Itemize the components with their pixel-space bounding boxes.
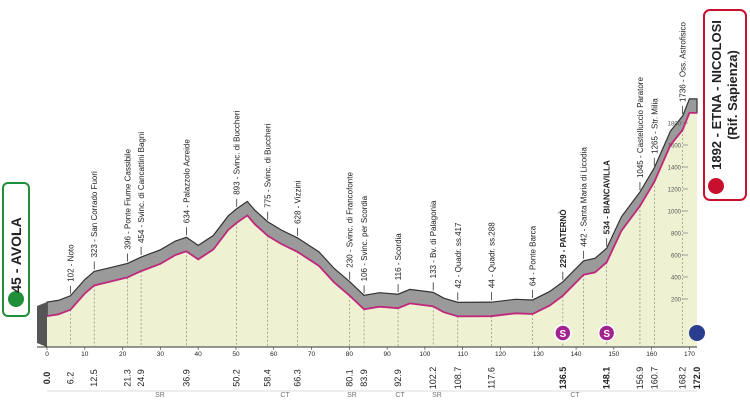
km-label: 92.9 [393,369,403,387]
finish-marker [689,325,705,341]
x-tick-label: 170 [684,351,695,358]
x-tick-label: 70 [308,351,316,358]
x-tick-label: 90 [383,351,391,358]
waypoint-label: 133 - Bv. di Palagonia [429,200,438,278]
km-label: 148.1 [602,367,612,390]
x-tick-label: 30 [157,351,165,358]
km-label: 156.9 [635,367,645,390]
waypoint-label: 42 - Quadr. ss.417 [454,222,463,288]
region-label: CT [280,392,290,399]
waypoint-label-bold: 534 - BIANCAVILLA [603,160,612,234]
waypoint-label: 1265 - Str. Milia [650,98,659,154]
sprint-label: S [603,329,610,340]
km-label: 6.2 [65,372,75,385]
profile-fill [47,112,697,348]
y-tick-label: 200 [671,298,682,304]
y-tick-label: 600 [671,254,682,260]
y-tick-label: 1800 [668,122,682,128]
y-tick-label: 400 [671,276,682,282]
sprint-icon [597,324,616,342]
x-tick-label: 160 [646,351,657,358]
waypoint-label: 893 - Svinc. di Buccheri [233,111,242,195]
km-label: 66.3 [293,369,303,387]
x-tick-label: 40 [195,351,203,358]
region-label: SR [155,392,165,399]
waypoint-label: 1045 - Castelluccio Paratore [636,77,645,178]
km-label: 80.1 [345,369,355,387]
km-label: 83.9 [359,369,369,387]
finish-box [703,9,747,201]
x-tick-label: 60 [270,351,278,358]
waypoint-label: 116 - Scordia [394,233,403,281]
waypoint-label: 396 - Ponte Fiume Cassibile [123,148,132,249]
x-tick-label: 0 [45,351,49,358]
waypoint-label: 442 - Santa Maria di Licodia [580,147,589,247]
sprint-icon [554,324,572,342]
y-tick-label: 1200 [668,188,682,194]
waypoint-label: 454 - Svinc. di Cancattini Bagni [137,132,146,243]
y-tick-label: 1400 [668,166,682,172]
x-tick-label: 130 [533,351,544,358]
km-label: 50.2 [232,369,242,387]
x-tick-label: 110 [458,351,469,358]
km-label: 36.9 [181,369,191,387]
region-label: CT [570,392,580,399]
km-label: 160.7 [649,367,659,390]
km-label: 21.3 [122,369,132,387]
km-label: 102.2 [428,367,438,390]
waypoint-label: 634 - Palazzolo Acreide [182,139,191,224]
start-box [2,182,30,317]
start-icon [8,291,24,307]
x-tick-label: 20 [119,351,127,358]
region-label: SR [432,392,442,399]
y-tick-label: 1000 [668,210,682,216]
x-tick-label: 150 [608,351,619,358]
region-label: CT [395,392,405,399]
waypoint-label: 64 - Ponte Barca [529,225,538,286]
waypoint-label: 1736 - Oss. Astrofisico [679,21,688,102]
finish-label: 1892 - ETNA - NICOLOSI [709,20,724,170]
sprint-label: S [560,329,567,340]
km-label: 58.4 [263,369,273,387]
waypoint-label: 106 - Svinc. per Scordia [360,195,369,281]
x-tick-label: 100 [419,351,430,358]
finish-icon [708,178,724,194]
waypoint-label-bold: 229 - PATERNÒ [559,209,568,267]
profile-line [46,112,697,318]
waypoint-label: 323 - San Corrado Fuori [90,171,99,257]
km-label: 117.6 [486,367,496,389]
x-tick-label: 120 [495,351,506,358]
waypoint-label: 775 - Svinc. di Buccheri [264,123,273,207]
waypoint-label: 102 - Noto [66,244,75,282]
y-tick-label: 1600 [668,144,682,150]
km-label: 24.9 [136,369,146,387]
x-tick-label: 50 [232,351,240,358]
y-tick-label: 800 [671,232,682,238]
x-tick-label: 10 [81,351,89,358]
waypoint-label: 230 - Svinc. di Francofonte [346,172,355,268]
km-label: 172.0 [692,367,702,390]
left-face [37,302,47,347]
x-tick-label: 140 [571,351,582,358]
km-label: 168.2 [678,367,688,390]
start-label: 45 - AVOLA [8,217,24,292]
km-label: 136.5 [558,367,568,390]
km-label: 0.0 [42,372,52,385]
finish-sublabel: (Rif. Sapienza) [725,50,740,140]
region-label: SR [347,392,357,399]
km-label: 108.7 [453,367,463,390]
waypoint-label: 44 - Quadr. ss.288 [487,222,496,288]
x-tick-label: 80 [346,351,354,358]
waypoint-label: 628 - Vizzini [294,180,303,224]
km-label: 12.5 [89,369,99,387]
